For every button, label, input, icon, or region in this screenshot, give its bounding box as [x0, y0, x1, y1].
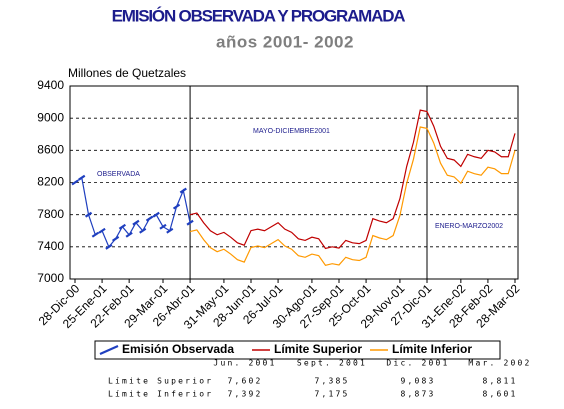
- annotation: OBSERVADA: [97, 171, 140, 178]
- point-marker: [112, 235, 120, 242]
- point-marker: [71, 179, 79, 186]
- y-tick-label: 9000: [37, 110, 64, 124]
- legend-label: Emisión Observada: [122, 342, 234, 356]
- legend-swatch: [99, 344, 119, 356]
- table-cell: Límite Inferior: [108, 390, 213, 399]
- table-cell: 9,083: [400, 377, 435, 386]
- series-line: [74, 176, 191, 248]
- point-marker: [172, 203, 181, 210]
- annotation: MAYO-DICIEMBRE2001: [253, 128, 330, 135]
- point-marker: [125, 231, 133, 238]
- plot-frame: [69, 85, 519, 280]
- annotation: ENERO-MARZO2002: [435, 223, 503, 230]
- point-marker: [91, 231, 99, 238]
- point-marker: [78, 174, 86, 181]
- table-cell: 8,873: [400, 390, 435, 399]
- legend-label: Límite Superior: [274, 342, 362, 356]
- y-tick-label: 7800: [37, 207, 64, 221]
- point-marker: [152, 211, 160, 218]
- point-marker: [159, 223, 167, 230]
- chart-subtitle: años 2001- 2002: [216, 32, 354, 51]
- table-cell: 8,811: [482, 377, 517, 386]
- point-marker: [105, 243, 113, 250]
- table-cell: Límite Superior: [108, 377, 213, 386]
- legend-label: Límite Inferior: [392, 342, 472, 356]
- point-marker: [139, 227, 147, 234]
- table-cell: 8,601: [482, 390, 517, 399]
- series-line: [189, 109, 516, 250]
- y-tick-label: 8200: [37, 175, 64, 189]
- y-tick-label: 7400: [37, 239, 64, 253]
- y-tick-label: 7000: [37, 271, 64, 285]
- point-marker: [186, 219, 194, 226]
- series-line: [189, 126, 516, 267]
- table-header: Jun. 2001: [213, 359, 276, 368]
- point-marker: [132, 219, 140, 226]
- y-tick-label: 9400: [37, 78, 64, 92]
- chart-title: EMISIÓN OBSERVADA Y PROGRAMADA: [112, 6, 406, 25]
- table-cell: 7,385: [314, 377, 349, 386]
- point-marker: [166, 227, 174, 234]
- point-marker: [179, 187, 187, 194]
- table-header: Sept. 2001: [297, 359, 367, 368]
- y-tick-label: 8600: [37, 143, 64, 157]
- point-marker: [145, 215, 154, 222]
- table-cell: 7,175: [314, 390, 349, 399]
- table-cell: 7,602: [227, 377, 262, 386]
- point-marker: [118, 223, 126, 230]
- legend-box: [94, 340, 501, 360]
- y-axis-label: Millones de Quetzales: [68, 66, 186, 80]
- point-marker: [98, 227, 106, 234]
- point-marker: [84, 211, 93, 218]
- table-cell: 7,392: [227, 390, 262, 399]
- table-header: Mar. 2002: [468, 359, 531, 368]
- table-header: Dic. 2001: [386, 359, 449, 368]
